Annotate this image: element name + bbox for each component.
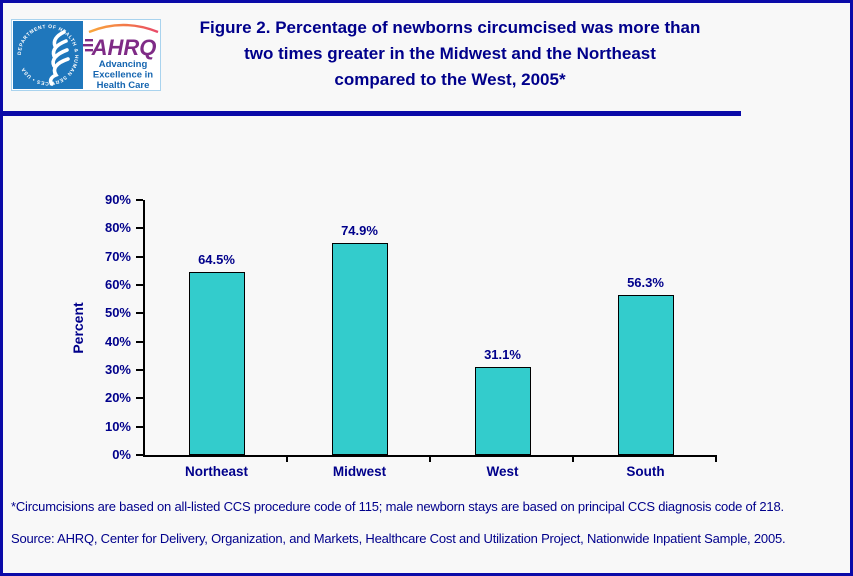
- x-axis-tick: [429, 455, 431, 462]
- ahrq-tagline-line3: Health Care: [97, 80, 150, 91]
- hhs-eagle-icon: [48, 30, 70, 86]
- hhs-seal-background: [13, 21, 83, 89]
- footnotes: *Circumcisions are based on all-listed C…: [11, 499, 850, 563]
- x-axis-tick: [572, 455, 574, 462]
- ahrq-hhs-logo-graphic: DEPARTMENT OF HEALTH & HUMAN SERVICES • …: [11, 19, 161, 91]
- ahrq-hhs-logo: DEPARTMENT OF HEALTH & HUMAN SERVICES • …: [11, 19, 161, 91]
- bar-value-label: 74.9%: [341, 223, 378, 238]
- y-axis-tick: [136, 284, 143, 286]
- y-axis-tick: [136, 312, 143, 315]
- x-axis-category-label: Northeast: [184, 464, 248, 479]
- bar-value-label: 31.1%: [484, 347, 521, 362]
- bar-value-label: 64.5%: [198, 252, 235, 267]
- bar-value-label: 56.3%: [627, 275, 664, 290]
- y-axis-tick-label: 70%: [104, 248, 131, 264]
- x-axis-tick: [286, 455, 288, 462]
- ahrq-tagline: Advancing Excellence in Health Care: [93, 59, 153, 91]
- ahrq-wordmark: AHRQ: [91, 35, 157, 60]
- y-axis-tick-label: 90%: [104, 192, 131, 207]
- bar-northeast: [188, 272, 245, 455]
- ahrq-speed-lines: [83, 39, 93, 52]
- ahrq-tagline-line1: Advancing: [99, 59, 148, 70]
- y-axis-tick: [136, 340, 143, 343]
- y-axis-tick: [136, 369, 143, 371]
- figure-title: Figure 2. Percentage of newborns circumc…: [161, 15, 739, 93]
- y-axis-tick: [136, 227, 143, 230]
- footnote-asterisk: *Circumcisions are based on all-listed C…: [11, 499, 784, 514]
- y-axis-tick: [136, 199, 143, 201]
- figure-title-line3: compared to the West, 2005*: [334, 70, 566, 89]
- y-axis-tick-label: 80%: [104, 220, 131, 236]
- ahrq-arc-swoosh: [88, 23, 159, 34]
- y-axis-tick-label: 40%: [104, 333, 131, 349]
- header-divider: [3, 111, 741, 116]
- y-axis-tick: [136, 255, 143, 258]
- x-axis-tick: [715, 455, 717, 462]
- y-axis-tick-label: 20%: [104, 390, 131, 406]
- y-axis-tick-label: 10%: [104, 418, 131, 434]
- x-axis-category-label: Midwest: [332, 464, 387, 479]
- y-axis-tick-label: 30%: [104, 362, 131, 377]
- y-axis-tick-label: 60%: [104, 277, 131, 292]
- y-axis-title: Percent: [63, 200, 93, 455]
- x-axis-category-label: West: [486, 464, 519, 479]
- footnote-source: Source: AHRQ, Center for Delivery, Organ…: [11, 531, 786, 546]
- figure-title-line1: Figure 2. Percentage of newborns circumc…: [199, 18, 701, 37]
- x-axis-category-label: South: [626, 464, 665, 479]
- y-axis-tick: [136, 425, 143, 428]
- y-axis-tick-label: 50%: [104, 305, 131, 321]
- y-axis-tick: [136, 454, 143, 456]
- bar-midwest: [331, 243, 388, 455]
- figure-title-line2: two times greater in the Midwest and the…: [244, 44, 656, 63]
- y-axis-tick: [136, 397, 143, 400]
- ahrq-tagline-line2: Excellence in: [93, 70, 153, 81]
- plot-area: 0% 10% 20% 30% 40% 50% 60% 70% 80% 90% 64.5% Northe…: [105, 192, 717, 479]
- bar-south: [617, 295, 674, 455]
- bar-west: [474, 367, 531, 455]
- y-axis-tick-label: 0%: [112, 447, 131, 462]
